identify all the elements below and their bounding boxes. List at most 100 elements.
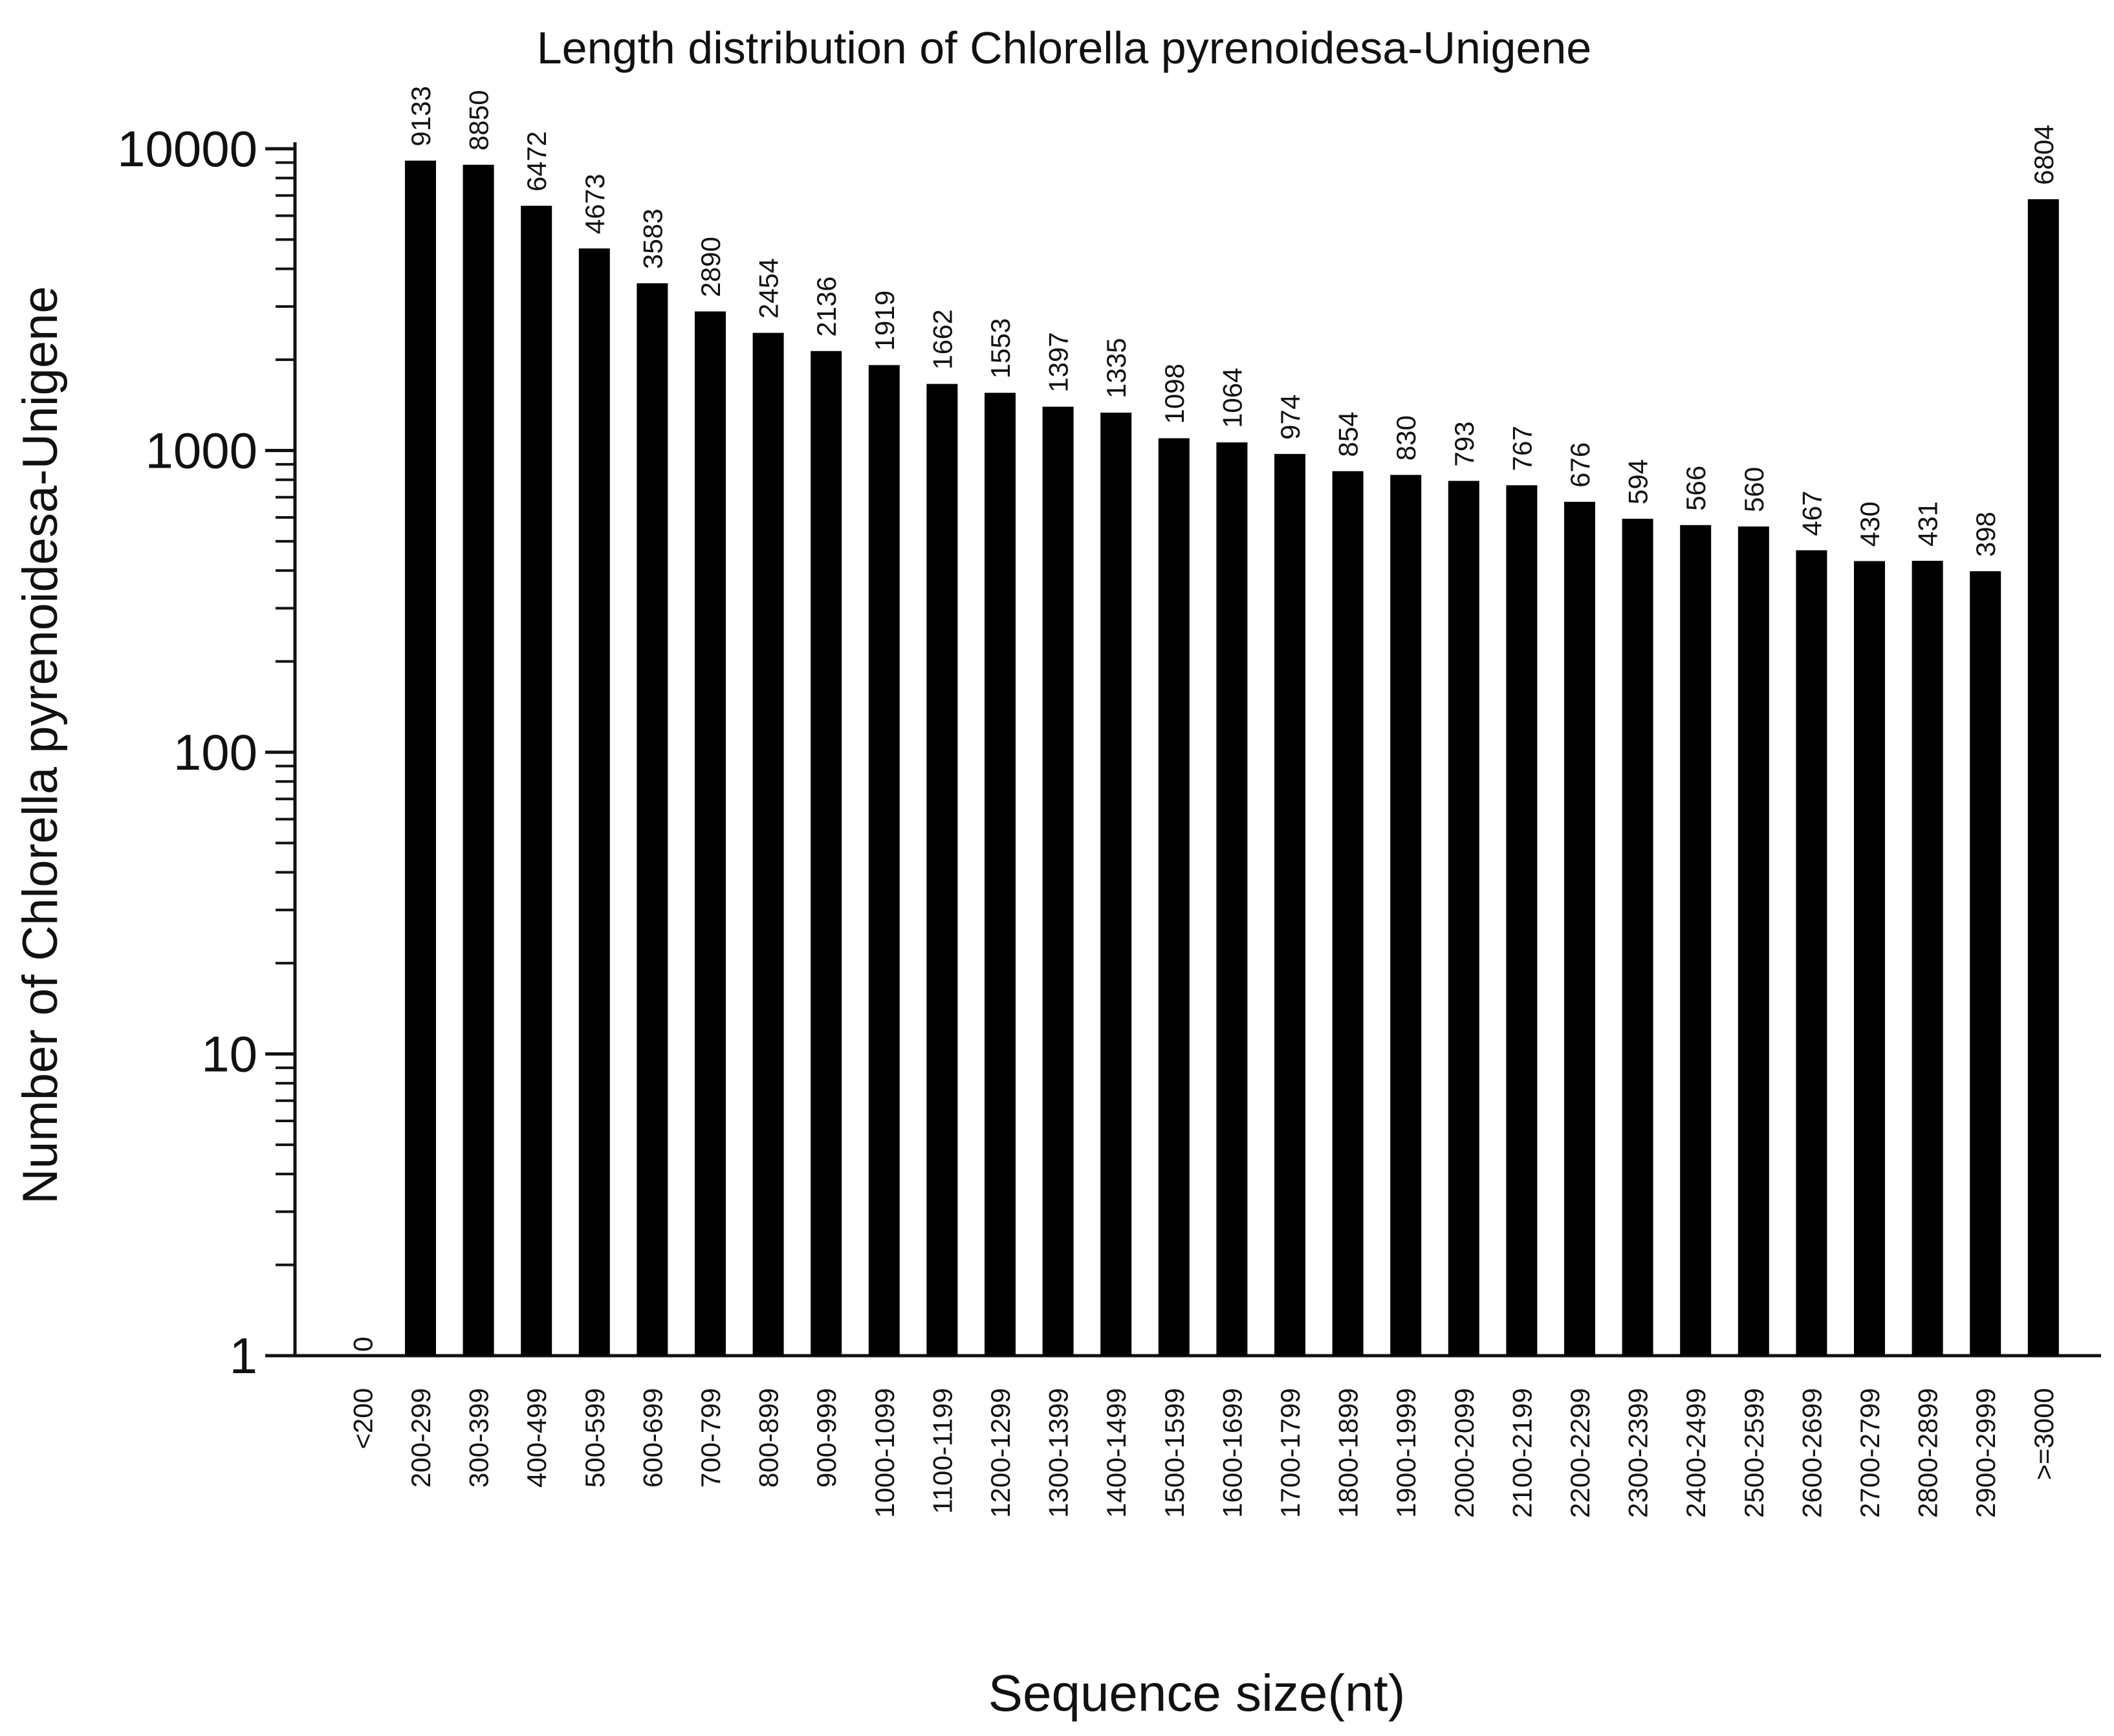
bar-value-label: 560 bbox=[1739, 467, 1769, 512]
bar bbox=[1274, 453, 1305, 1356]
value-labels: 0 9133 8850 6472 4673 3583 2890 2454 2136 1919 166… bbox=[347, 86, 2058, 1352]
bar bbox=[521, 206, 552, 1356]
y-tick-label: 10 bbox=[201, 1026, 257, 1083]
x-tick-label: 2200-2299 bbox=[1565, 1388, 1595, 1518]
bar-value-label: 830 bbox=[1391, 415, 1421, 461]
bar bbox=[1042, 406, 1074, 1356]
x-tick-label: 2800-2899 bbox=[1913, 1388, 1943, 1518]
bar bbox=[868, 365, 900, 1356]
x-tick-label: >=3000 bbox=[2029, 1388, 2059, 1481]
bar-value-label: 398 bbox=[1970, 512, 2001, 557]
x-tick-label: 2500-2599 bbox=[1739, 1388, 1769, 1518]
y-tick-label: 100 bbox=[173, 724, 257, 781]
bars bbox=[405, 160, 2059, 1356]
bar bbox=[578, 248, 610, 1356]
y-tick-label: 1000 bbox=[145, 422, 257, 479]
bar-value-label: 2454 bbox=[754, 258, 784, 318]
bar bbox=[1564, 501, 1595, 1356]
x-tick-label: 800-899 bbox=[754, 1388, 784, 1488]
x-tick-label: 2600-2699 bbox=[1796, 1388, 1827, 1518]
bar bbox=[637, 283, 668, 1356]
bar-value-label: 1098 bbox=[1159, 363, 1190, 424]
bar-value-label: 431 bbox=[1913, 501, 1943, 547]
bar-value-label: 676 bbox=[1565, 442, 1595, 488]
bar-value-label: 430 bbox=[1855, 501, 1885, 547]
x-tick-label: 600-699 bbox=[637, 1388, 668, 1488]
chart-title: Length distribution of Chlorella pyrenoi… bbox=[537, 23, 1591, 73]
bar bbox=[2027, 199, 2059, 1356]
bar bbox=[1216, 442, 1248, 1356]
y-axis-ticks: 1 10 100 1000 10000 bbox=[117, 120, 295, 1384]
bar-value-label: 1064 bbox=[1217, 367, 1247, 428]
bar bbox=[985, 393, 1016, 1356]
y-axis-label: Number of Chlorella pyrenoidesa-Unigene bbox=[13, 286, 68, 1204]
bar bbox=[1796, 550, 1827, 1356]
bar bbox=[1738, 526, 1769, 1356]
x-tick-label: 2900-2999 bbox=[1970, 1388, 2001, 1518]
axes bbox=[293, 142, 2101, 1358]
bar-value-label: 854 bbox=[1333, 411, 1364, 457]
category-labels: <200 200-299 300-399 400-499 500-599 600-699 7… bbox=[347, 1388, 2058, 1518]
bar-value-label: 1919 bbox=[869, 290, 900, 351]
x-tick-label: 1500-1599 bbox=[1159, 1388, 1190, 1518]
bar bbox=[811, 351, 842, 1356]
x-tick-label: 1200-1299 bbox=[985, 1388, 1016, 1518]
x-tick-label: 1300-1399 bbox=[1043, 1388, 1074, 1518]
bar-value-label: 3583 bbox=[637, 209, 668, 269]
x-tick-label: 1900-1999 bbox=[1391, 1388, 1421, 1518]
bar bbox=[695, 311, 726, 1356]
bar bbox=[1158, 438, 1190, 1356]
x-tick-label: 1100-1199 bbox=[927, 1388, 957, 1514]
bar-value-label: 1553 bbox=[985, 318, 1016, 378]
x-tick-label: 200-299 bbox=[406, 1388, 436, 1488]
bar-value-label: 4673 bbox=[580, 174, 610, 234]
bar bbox=[1448, 481, 1479, 1356]
bar bbox=[1970, 571, 2001, 1356]
x-axis-label: Sequence size(nt) bbox=[988, 1664, 1406, 1722]
bar-value-label: 2890 bbox=[695, 237, 726, 297]
bar-value-label: 2136 bbox=[811, 276, 842, 336]
y-tick-label: 10000 bbox=[117, 120, 257, 177]
bar-value-label: 767 bbox=[1507, 426, 1537, 471]
bar-value-label: 8850 bbox=[464, 90, 494, 150]
bar bbox=[405, 160, 436, 1356]
bar-value-label: 594 bbox=[1623, 459, 1653, 505]
bar-value-label: 1662 bbox=[927, 309, 957, 369]
bar bbox=[926, 384, 958, 1356]
bar-value-label: 974 bbox=[1275, 395, 1305, 440]
x-tick-label: 2000-2099 bbox=[1449, 1388, 1479, 1518]
x-tick-label: 1800-1899 bbox=[1333, 1388, 1364, 1518]
bar bbox=[1622, 519, 1653, 1356]
x-tick-label: 2700-2799 bbox=[1855, 1388, 1885, 1518]
bar-value-label: 1397 bbox=[1043, 332, 1074, 392]
x-tick-label: 1600-1699 bbox=[1217, 1388, 1247, 1518]
bar-value-label: 9133 bbox=[406, 86, 436, 146]
bar-value-label: 467 bbox=[1796, 491, 1827, 536]
x-tick-label: 400-499 bbox=[521, 1388, 552, 1488]
bar-value-label: 6804 bbox=[2029, 125, 2059, 185]
bar bbox=[1680, 525, 1712, 1356]
bar bbox=[752, 332, 784, 1356]
x-tick-label: 2100-2199 bbox=[1507, 1388, 1537, 1518]
bar bbox=[1506, 485, 1538, 1356]
x-tick-label: 500-599 bbox=[580, 1388, 610, 1488]
x-tick-label: 1000-1099 bbox=[869, 1388, 900, 1518]
bar-value-label: 0 bbox=[347, 1337, 378, 1352]
x-tick-label: 700-799 bbox=[695, 1388, 726, 1488]
bar bbox=[1390, 475, 1422, 1356]
y-tick-label: 1 bbox=[230, 1327, 257, 1384]
bar bbox=[1332, 471, 1364, 1356]
bar bbox=[1912, 561, 1943, 1356]
bar-value-label: 6472 bbox=[521, 131, 552, 191]
x-tick-label: <200 bbox=[347, 1388, 378, 1449]
x-tick-label: 300-399 bbox=[464, 1388, 494, 1488]
bar-value-label: 566 bbox=[1681, 466, 1711, 511]
x-tick-label: 2300-2399 bbox=[1623, 1388, 1653, 1518]
x-tick-label: 1700-1799 bbox=[1275, 1388, 1305, 1518]
bar bbox=[463, 164, 494, 1356]
bar-value-label: 793 bbox=[1449, 421, 1479, 466]
x-tick-label: 1400-1499 bbox=[1101, 1388, 1131, 1518]
bar bbox=[1854, 561, 1885, 1356]
bar bbox=[1100, 412, 1132, 1356]
